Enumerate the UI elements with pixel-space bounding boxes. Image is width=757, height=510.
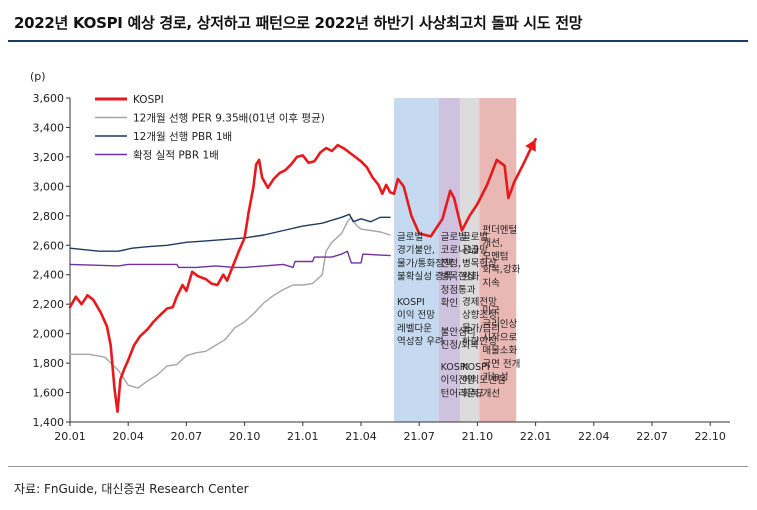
note-4q-bottom: 국면 전개 [482, 359, 520, 370]
note-3q-top: 병목현상 [462, 258, 497, 269]
note-3q-bottom: KOSPI [462, 362, 490, 373]
note-3q-top: 공급망 [462, 245, 488, 256]
note-1q-top: 물가/통화정책 [397, 258, 453, 269]
y-tick-label: 3,600 [33, 92, 65, 105]
note-1q-top: 글로벌 [397, 232, 423, 243]
note-4q-bottom: 매물소화 [482, 346, 517, 357]
legend-label-3: 12개월 선행 PBR 1배 [133, 131, 232, 143]
legend-label-2: 12개월 선행 PER 9.35배(01년 이후 평균) [133, 113, 325, 125]
chart-title: 2022년 KOSPI 예상 경로, 상저하고 패턴으로 2022년 하반기 사… [14, 14, 583, 32]
y-tick-label: 3,000 [33, 180, 65, 193]
y-tick-label: 2,600 [33, 239, 65, 252]
source-divider [8, 466, 748, 467]
note-3q-bottom: 이익모멘텀 [462, 374, 506, 386]
note-4q-top: 펀더멘털 [482, 224, 517, 236]
forecast-shaded-bands [393, 98, 517, 422]
source-note: 자료: FnGuide, 대신증권 Research Center [14, 482, 249, 496]
note-1q-bottom: KOSPI [397, 297, 425, 308]
y-tick-label: 2,400 [33, 269, 65, 282]
x-tick-label: 20.01 [54, 430, 86, 443]
note-4q-top: 개선, [482, 238, 503, 249]
note-2q-top: 코로나19 [441, 245, 479, 256]
note-3q-mid: 하향안정 [462, 336, 497, 348]
note-3q-top: 완화 [462, 272, 480, 283]
shaded-band-3 [459, 98, 480, 422]
x-tick-label: 22.04 [578, 430, 610, 443]
y-tick-label: 2,000 [33, 328, 65, 341]
y-tick-label: 2,800 [33, 210, 65, 223]
axis-tick-labels: (p) 1,400 1,600 1,800 2,000 2,200 2,400 2,600 2,… [30, 70, 726, 443]
note-2q-bottom: KOSPI [441, 362, 469, 373]
x-tick-label: 20.07 [171, 430, 203, 443]
note-4q-bottom: 금리인상 [482, 319, 517, 330]
note-4q-top: 모멘텀 [482, 250, 508, 262]
note-4q-bottom: 시작으로 [482, 332, 517, 343]
x-tick-label: 21.07 [403, 430, 435, 443]
y-tick-label: 1,400 [33, 416, 65, 429]
x-tick-label: 22.10 [694, 430, 726, 443]
x-tick-label: 21.10 [462, 430, 494, 443]
y-tick-label: 1,800 [33, 357, 65, 370]
shaded-band-1 [393, 98, 439, 422]
note-3q-top: 글로벌 [462, 232, 488, 243]
note-2q-top: 진정, [441, 258, 462, 269]
shaded-band-2 [438, 98, 460, 422]
note-1q-bottom: 이익 전망 [397, 309, 435, 321]
note-1q-bottom: 레벨다운 [397, 323, 432, 334]
x-tick-label: 21.04 [345, 430, 377, 443]
legend: KOSPI 12개월 선행 PER 9.35배(01년 이후 평균) 12개월 선행… [95, 94, 325, 162]
legend-label-4: 확정 실적 PBR 1배 [133, 149, 219, 162]
note-2q-top: 글로벌 [441, 232, 467, 243]
note-2q-bottom: 이익전망 [441, 374, 476, 386]
forecast-arrowhead [525, 139, 536, 152]
y-tick-label: 1,600 [33, 387, 65, 400]
note-2q-mid: 불안심리 [441, 327, 476, 338]
title-divider [8, 40, 748, 42]
x-tick-label: 22.07 [636, 430, 668, 443]
note-1q-top: 불확실성 증폭 [397, 271, 453, 283]
shaded-band-4 [479, 98, 517, 422]
note-2q-top: 확인 [441, 297, 458, 309]
note-1q-bottom: 역성장 우려 [397, 336, 444, 348]
y-tick-label: 2,200 [33, 298, 65, 311]
legend-label-1: KOSPI [133, 94, 164, 106]
kospi-forecast-path [392, 137, 537, 238]
y-tick-label: 3,200 [33, 151, 65, 164]
series-line-2 [69, 216, 391, 389]
note-3q-mid: 경제전망 [462, 296, 497, 308]
note-2q-mid: 진정/회복 [441, 340, 479, 351]
note-2q-top: 병목현상 [441, 272, 476, 283]
y-tick-label: 3,400 [33, 121, 65, 134]
x-tick-label: 21.01 [287, 430, 319, 443]
x-tick-label: 20.04 [112, 430, 144, 443]
note-4q-top: 지속 [482, 278, 500, 289]
series-line-4 [69, 250, 391, 269]
note-3q-mid: 물가/금리 [462, 323, 500, 334]
note-3q-mid: 상향조정, [462, 309, 500, 321]
note-3q-bottom: 회복/개선 [462, 388, 500, 399]
note-2q-bottom: 턴어라운드 [441, 388, 485, 399]
x-tick-label: 20.10 [229, 430, 261, 443]
axis-frame [69, 98, 730, 423]
y-unit-label: (p) [30, 70, 46, 83]
note-4q-bottom: 미국 [482, 306, 500, 317]
note-4q-top: 회복,강화 [482, 265, 520, 276]
note-1q-top: 경기불안, [397, 244, 435, 256]
series-line-3 [69, 213, 391, 252]
series-line-1 [68, 143, 396, 413]
series-lines [68, 137, 537, 413]
note-2q-top: 정점통과 [441, 284, 476, 296]
x-tick-label: 22.01 [520, 430, 552, 443]
kospi-path-chart: (p) 1,400 1,600 1,800 2,000 2,200 2,400 2,600 2,… [30, 70, 730, 443]
note-4q-bottom: 가능성 [482, 372, 508, 383]
